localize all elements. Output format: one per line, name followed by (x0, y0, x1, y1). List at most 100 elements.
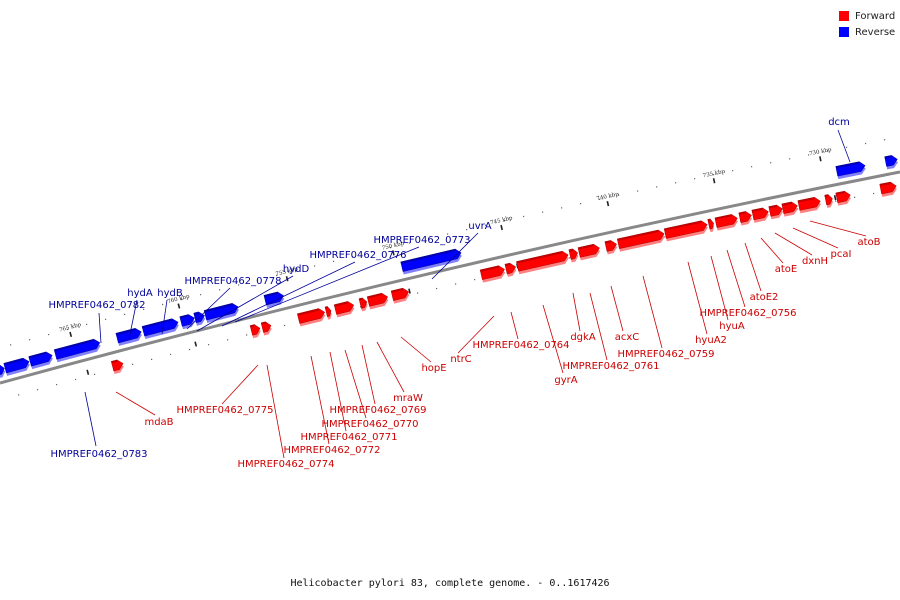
gene-label: HMPREF0462_0775 (176, 405, 273, 416)
gene-arrow-body (110, 359, 124, 372)
kbp-tick: 760 kbp (167, 294, 198, 347)
kbp-tick-mark (833, 195, 837, 201)
kbp-tick-label: 750 kbp (381, 241, 405, 252)
kbp-tick-mark (392, 250, 395, 256)
minor-tick-mark (189, 348, 191, 351)
gene-label: HMPREF0462_0773 (373, 235, 470, 246)
gene-arrow (504, 262, 517, 277)
minor-tick-mark (504, 220, 506, 222)
gene-label: HMPREF0462_0782 (48, 300, 145, 311)
gene-label-leader (710, 255, 729, 321)
gene-arrow (751, 207, 770, 223)
minor-tick-mark (770, 162, 772, 164)
gene-label: HMPREF0462_0769 (329, 405, 426, 416)
gene-arrow-edge (707, 218, 711, 222)
gene-arrow-body (707, 218, 714, 230)
gene-arrow-body (751, 207, 769, 221)
kbp-tick: 765 kbp (59, 322, 90, 375)
kbp-tick-label: 760 kbp (167, 294, 191, 306)
kbp-tick-label: 740 kbp (596, 192, 620, 203)
gene-arrow-edge (367, 293, 383, 299)
gene-arrow-edge (577, 244, 595, 250)
gene-arrow-edge (250, 324, 255, 328)
gene-label-leader (115, 391, 156, 416)
kbp-tick-mark (194, 341, 198, 347)
minor-tick-mark (371, 251, 373, 253)
minor-tick-mark (238, 284, 240, 286)
gene-arrow-body (297, 308, 325, 324)
gene-arrow (835, 190, 852, 206)
gene-arrow (479, 265, 506, 283)
kbp-tick-mark (712, 178, 716, 184)
gene-arrow-edge (263, 291, 278, 298)
minor-tick-mark (580, 203, 582, 205)
gene-label-leader (310, 355, 330, 445)
gene-arrow-body (249, 324, 261, 336)
gene-arrow (604, 240, 618, 255)
minor-tick-mark (569, 257, 571, 259)
legend-item-forward: Forward (839, 9, 895, 23)
minor-tick-mark (846, 146, 848, 148)
gene-label-leader (161, 299, 168, 335)
gene-label: HMPREF0462_0783 (50, 449, 147, 460)
minor-tick-mark (561, 207, 563, 209)
minor-tick-mark (86, 323, 88, 326)
gene-arrow-edge (261, 321, 266, 325)
gene-arrow (324, 306, 332, 320)
gene-arrow-body (663, 220, 708, 239)
gene-label: HMPREF0462_0771 (300, 432, 397, 443)
gene-arrow-edge (835, 191, 845, 195)
minor-tick-mark (143, 308, 145, 310)
gene-arrow (835, 161, 866, 180)
gene-arrow-body (568, 248, 578, 260)
gene-label-leader (726, 249, 746, 308)
minor-tick-mark (162, 303, 164, 306)
minor-tick-mark (523, 215, 525, 218)
kbp-tick-mark (819, 156, 822, 162)
gene-arrow-body (141, 318, 179, 337)
gene-arrow-edge (193, 311, 200, 316)
gene-arrow-edge (3, 358, 24, 366)
kbp-tick-label: 755 kbp (275, 266, 299, 277)
gene-label-leader (84, 391, 97, 447)
legend-label-reverse: Reverse (855, 26, 896, 38)
gene-arrow-body (617, 229, 665, 249)
minor-tick-mark (466, 229, 468, 231)
gene-label-leader (361, 344, 376, 405)
gene-label-leader (98, 312, 102, 344)
gene-arrow (3, 357, 30, 376)
gene-arrow-body (366, 292, 389, 307)
gene-arrow (179, 314, 196, 330)
kbp-tick-label: 735 kbp (702, 169, 726, 180)
minor-tick-mark (542, 211, 544, 213)
gene-arrow (879, 181, 897, 197)
gene-label-leader (774, 232, 813, 256)
gene-arrow-body (324, 306, 332, 317)
gene-label: atoB (857, 237, 880, 248)
gene-arrow-edge (781, 201, 792, 206)
gene-label-leader (760, 237, 784, 264)
kbp-tick-label: 765 kbp (59, 322, 83, 334)
minor-tick-mark (827, 150, 829, 152)
gene-arrow-edge (400, 249, 456, 264)
minor-tick-mark (884, 139, 886, 141)
minor-tick-mark (854, 196, 856, 198)
gene-arrow (577, 243, 601, 261)
minor-tick-mark (37, 389, 39, 391)
gene-label-leader (457, 315, 495, 354)
gene-label: hyuA2 (695, 335, 727, 346)
gene-arrow-body (53, 338, 101, 360)
legend-item-reverse: Reverse (839, 25, 895, 39)
gene-arrow (516, 250, 569, 275)
gene-arrow-body (504, 262, 517, 275)
gene-label-leader (221, 364, 259, 405)
gene-arrow-edge (111, 359, 118, 364)
minor-tick-mark (94, 373, 96, 376)
gene-label-leader (589, 292, 608, 361)
gene-arrow-edge (54, 339, 95, 352)
gene-arrow (617, 229, 665, 252)
gene-label-leader (128, 299, 138, 340)
gene-arrow-edge (204, 303, 233, 313)
kbp-tick: 750 kbp (381, 241, 411, 294)
